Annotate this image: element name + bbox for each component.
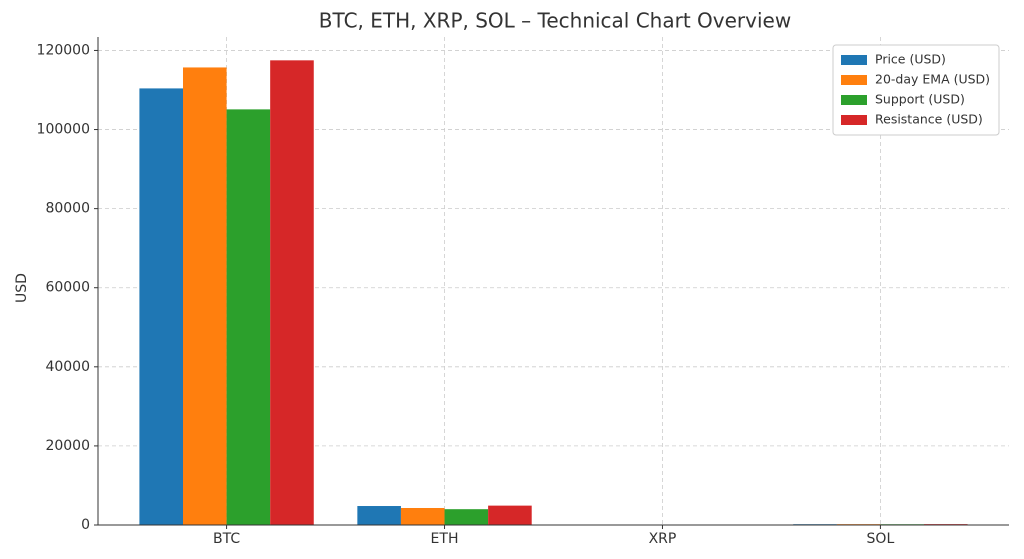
legend-label: 20-day EMA (USD) — [875, 72, 990, 87]
bar — [182, 67, 227, 526]
legend-label: Support (USD) — [875, 92, 965, 107]
bar — [444, 509, 489, 525]
legend-swatch — [841, 115, 867, 125]
legend-box — [832, 44, 1000, 136]
x-tick-label: ETH — [431, 531, 459, 547]
chart-title: BTC, ETH, XRP, SOL – Technical Chart Ove… — [319, 9, 791, 33]
bar — [139, 88, 183, 526]
y-tick-label: 60000 — [45, 280, 90, 296]
x-tick-label: XRP — [649, 531, 677, 547]
legend-label: Resistance (USD) — [875, 112, 983, 127]
bar — [357, 506, 401, 525]
bar — [488, 505, 532, 525]
y-tick-label: 20000 — [45, 438, 90, 454]
y-tick-label: 80000 — [45, 201, 90, 217]
x-tick-label: SOL — [867, 531, 895, 547]
legend: Price (USD) 20-day EMA (USD) Support (USD)… — [832, 44, 1000, 136]
legend-swatch — [841, 55, 867, 65]
bar — [226, 109, 271, 525]
bar — [270, 60, 314, 526]
y-axis-label: USD — [14, 273, 30, 303]
y-tick-label: 40000 — [45, 359, 90, 375]
legend-swatch — [841, 75, 867, 85]
legend-label: Price (USD) — [875, 52, 946, 67]
legend-swatch — [841, 95, 867, 105]
bar — [400, 507, 445, 525]
x-tick-label: BTC — [213, 531, 240, 547]
y-tick-label: 0 — [81, 517, 90, 533]
y-tick-label: 120000 — [37, 42, 90, 58]
y-tick-label: 100000 — [37, 122, 90, 138]
